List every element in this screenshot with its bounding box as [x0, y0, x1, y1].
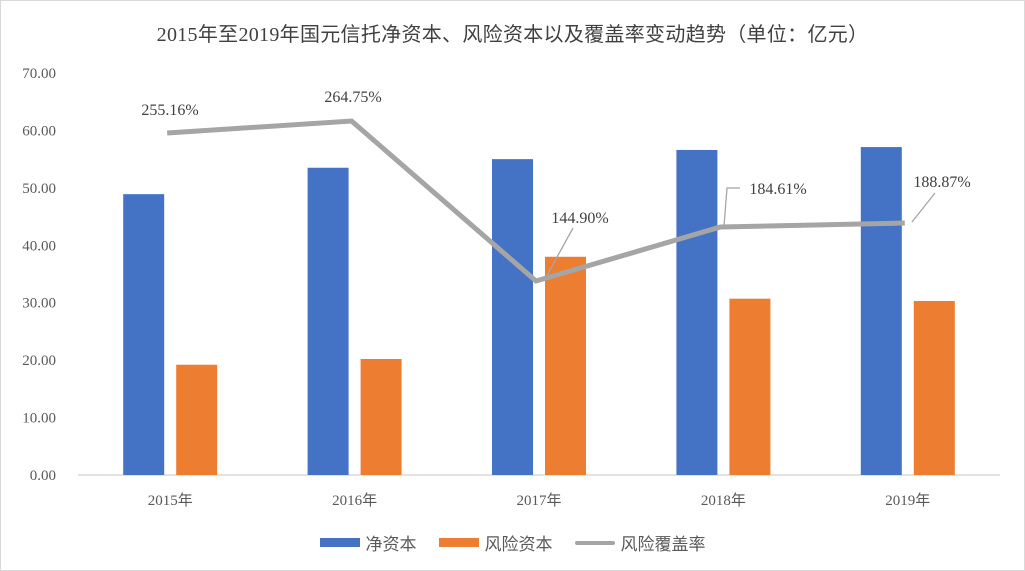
net-capital-bar [676, 149, 718, 475]
net-capital-bar [123, 194, 165, 475]
y-tick-label: 0.00 [30, 468, 56, 484]
net-capital-bar [492, 159, 533, 475]
leader-line [723, 187, 740, 227]
x-category-label: 2017年 [516, 492, 561, 509]
coverage-data-label: 184.61% [749, 181, 806, 198]
net-capital-swatch-icon [319, 538, 360, 547]
risk-capital-bar [176, 364, 218, 475]
y-tick-label: 20.00 [22, 353, 56, 369]
chart-title: 2015年至2019年国元信托净资本、风险资本以及覆盖率变动趋势（单位：亿元） [156, 24, 869, 46]
coverage-line-swatch-icon [574, 540, 615, 545]
leader-line [544, 227, 574, 280]
legend-label-risk-capital: 风险资本 [484, 535, 553, 555]
y-tick-label: 60.00 [22, 123, 56, 139]
legend-item-net-capital: 净资本 [319, 530, 417, 555]
risk-capital-bar [729, 298, 771, 475]
coverage-data-label: 188.87% [913, 174, 970, 191]
net-capital-bar [307, 167, 349, 475]
y-tick-label: 30.00 [22, 296, 56, 312]
coverage-data-label: 255.16% [141, 102, 198, 119]
y-tick-label: 40.00 [22, 238, 56, 254]
coverage-data-label: 144.90% [551, 210, 608, 227]
coverage-data-label: 264.75% [324, 89, 381, 106]
legend-item-coverage: 风险覆盖率 [574, 530, 706, 555]
x-category-label: 2015年 [148, 492, 193, 509]
legend-label-net-capital: 净资本 [365, 535, 417, 555]
risk-capital-bar [913, 300, 955, 475]
risk-capital-swatch-icon [438, 538, 479, 547]
x-category-label: 2016年 [332, 492, 377, 509]
net-capital-bar [860, 147, 902, 475]
legend-item-risk-capital: 风险资本 [438, 530, 553, 555]
legend: 净资本 风险资本 风险覆盖率 [0, 530, 1025, 555]
y-tick-label: 50.00 [22, 181, 56, 197]
x-category-label: 2018年 [701, 492, 746, 509]
x-category-label: 2019年 [885, 492, 930, 509]
risk-capital-bar [360, 358, 402, 475]
risk-capital-bar [545, 256, 586, 475]
leader-line [911, 192, 936, 223]
y-tick-label: 70.00 [22, 66, 56, 82]
coverage-line [167, 118, 905, 284]
y-tick-label: 10.00 [22, 411, 56, 427]
legend-label-coverage: 风险覆盖率 [620, 535, 706, 555]
